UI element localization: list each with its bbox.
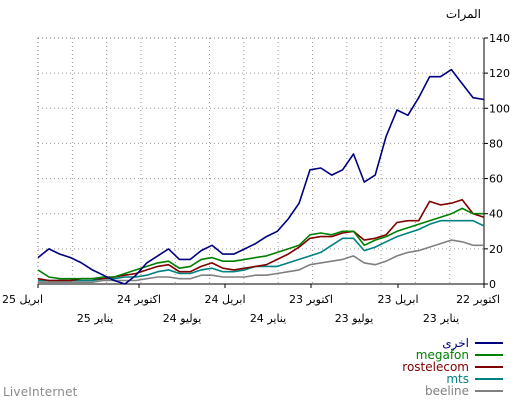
x-tick-label: 23 اكتوبر: [289, 293, 333, 306]
y-tick-label: 120: [489, 67, 510, 80]
x-tick-label: 23 يناير: [423, 312, 459, 325]
grid: [38, 38, 484, 284]
x-tick-labels: 22 اكتوبر 23 ابريل 23 اكتوبر 24 ابريل 24 اكت…: [2, 284, 500, 325]
y-axis-label: المرات: [446, 7, 481, 22]
series-line-mts: [38, 219, 485, 282]
x-tick-label: 24 ابريل: [204, 293, 245, 306]
y-tick-label: 0: [489, 278, 496, 291]
plot-area: [38, 38, 484, 284]
x-tick-label: 24 يوليو: [163, 312, 202, 325]
axes: [37, 37, 485, 285]
x-tick-label: 24 اكتوبر: [117, 293, 161, 306]
legend-label: mts: [446, 372, 469, 386]
x-tick-label: 24 يناير: [250, 312, 286, 325]
y-tick-label: 100: [489, 102, 510, 115]
legend-label: beeline: [425, 384, 469, 398]
x-tick-label: 23 يوليو: [335, 312, 374, 325]
y-tick-labels: 0 20 40 60 80 100 120 140: [484, 32, 510, 291]
x-tick-label: 23 ابريل: [377, 293, 418, 306]
x-tick-label: 22 اكتوبر: [456, 293, 500, 306]
y-tick-label: 40: [489, 208, 503, 221]
legend-label: megafon: [416, 348, 469, 362]
y-tick-label: 80: [489, 137, 503, 150]
series-group: [37, 68, 485, 285]
x-tick-label: 25 ابريل: [2, 293, 43, 306]
x-tick-label: 25 يناير: [77, 312, 113, 325]
y-tick-label: 60: [489, 173, 503, 186]
series-line-megafon: [37, 207, 484, 280]
legend-label: rostelecom: [402, 360, 469, 374]
y-tick-label: 20: [489, 243, 503, 256]
legend-label: اخرى: [442, 336, 469, 351]
watermark: LiveInternet: [3, 385, 78, 399]
y-tick-label: 140: [489, 32, 510, 45]
series-line-اخرى: [37, 68, 485, 285]
